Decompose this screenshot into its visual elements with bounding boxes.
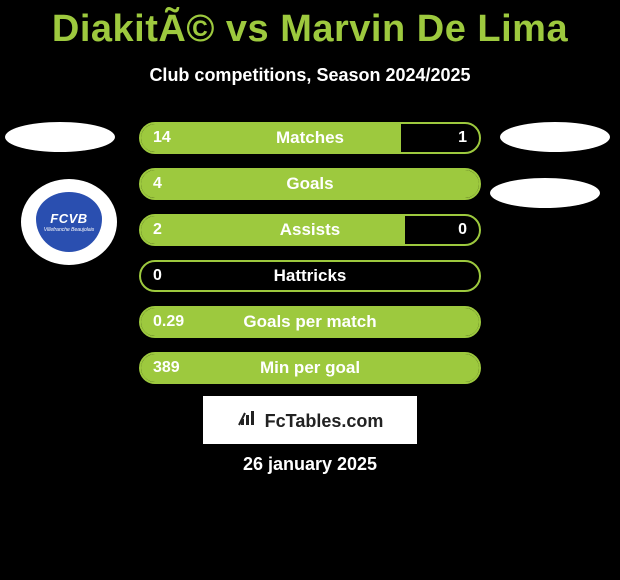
stat-bar: 389 Min per goal xyxy=(139,352,481,384)
stat-bar-fill-left xyxy=(141,124,401,152)
stat-bar-right-value: 0 xyxy=(458,221,467,239)
bars-icon xyxy=(237,409,259,427)
stat-bar-label: Matches xyxy=(276,128,344,148)
player-left-photo-placeholder xyxy=(5,122,115,152)
player-right-photo-placeholder xyxy=(500,122,610,152)
stat-bar-left-value: 0.29 xyxy=(153,313,184,331)
stat-bar-label: Min per goal xyxy=(260,358,360,378)
stat-bar-label: Goals xyxy=(286,174,333,194)
stat-bar: 14 Matches 1 xyxy=(139,122,481,154)
stat-bar-left-value: 389 xyxy=(153,359,180,377)
club-badge-shield: FCVB Villefranche Beaujolais xyxy=(36,192,102,252)
site-logo: FcTables.com xyxy=(237,409,384,432)
stat-bars-container: 14Matches14Goals2Assists00Hattricks0.29G… xyxy=(139,122,481,384)
stat-bar-left-value: 14 xyxy=(153,129,171,147)
site-name: FcTables.com xyxy=(265,411,384,432)
stat-bar-label: Goals per match xyxy=(243,312,376,332)
stat-bar: 0.29 Goals per match xyxy=(139,306,481,338)
site-branding-box: FcTables.com xyxy=(203,396,417,444)
club-right-placeholder xyxy=(490,178,600,208)
club-left-badge: FCVB Villefranche Beaujolais xyxy=(21,179,117,265)
season-subtitle: Club competitions, Season 2024/2025 xyxy=(0,65,620,86)
comparison-title: DiakitÃ© vs Marvin De Lima xyxy=(0,0,620,51)
site-name-suffix: Tables.com xyxy=(286,411,384,431)
stat-bar-left-value: 0 xyxy=(153,267,162,285)
stat-bar: 4 Goals xyxy=(139,168,481,200)
stat-bar-right-value: 1 xyxy=(458,129,467,147)
stat-bar-label: Assists xyxy=(280,220,340,240)
stat-bar-left-value: 2 xyxy=(153,221,162,239)
stat-bar: 2 Assists 0 xyxy=(139,214,481,246)
site-name-prefix: Fc xyxy=(265,411,286,431)
snapshot-date: 26 january 2025 xyxy=(0,454,620,475)
stat-bar-label: Hattricks xyxy=(274,266,347,286)
club-badge-acronym: FCVB xyxy=(50,211,87,226)
club-badge-subtext: Villefranche Beaujolais xyxy=(44,227,95,233)
stat-bar-fill-left xyxy=(141,216,405,244)
stat-bar: 0 Hattricks xyxy=(139,260,481,292)
stat-bar-left-value: 4 xyxy=(153,175,162,193)
